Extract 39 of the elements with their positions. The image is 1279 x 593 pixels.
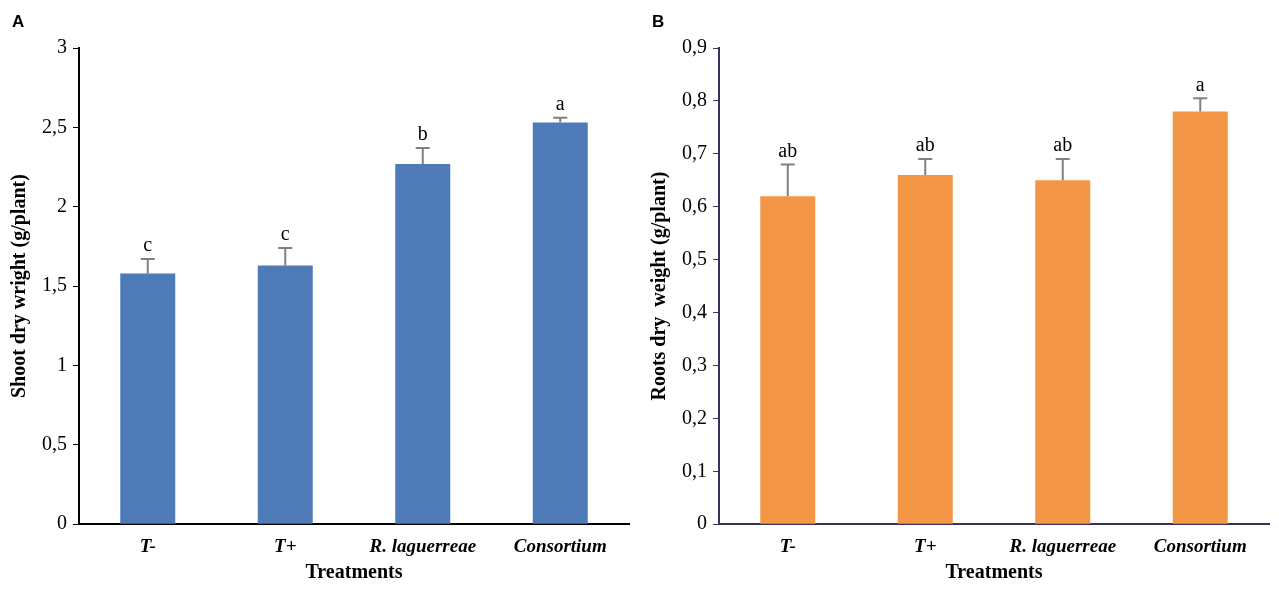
y-tick-label: 0,5 [42,432,67,455]
x-tick-label: R. laguerreae [368,534,477,556]
x-tick-label: Consortium [1153,534,1247,556]
y-tick-label: 0 [57,511,67,534]
annotation: a [1195,72,1205,95]
y-tick-label: 0,5 [682,246,707,269]
annotation: ab [915,133,935,156]
y-axis-title: Shoot dry wright (g/plant) [7,174,31,399]
y-tick-label: 0,6 [682,193,707,216]
x-tick-label: T- [139,534,156,556]
y-tick-label: 0,7 [682,141,707,164]
y-tick-label: 2,5 [42,114,67,137]
x-axis-title: Treatments [305,560,403,583]
y-tick-label: 1 [57,352,67,375]
annotation: c [143,233,153,256]
y-tick-label: 2 [57,193,67,216]
y-tick-label: 0,2 [682,405,707,428]
y-tick-label: 0,3 [682,352,707,375]
y-tick-label: 0 [697,511,707,534]
annotation: ab [778,138,798,161]
x-tick-label: T+ [914,534,937,556]
y-tick-label: 0,8 [682,88,707,111]
annotation: b [417,122,428,145]
x-tick-label: T- [779,534,796,556]
y-tick-label: 3 [57,35,67,58]
y-axis-title: Roots dry weight (g/plant) [647,171,671,401]
chart-title: B [652,12,665,32]
x-tick-label: Consortium [513,534,607,556]
y-tick-label: 0,1 [682,458,707,481]
x-axis-title: Treatments [945,560,1043,583]
x-tick-label: R. laguerreae [1008,534,1117,556]
y-tick-label: 0,9 [682,35,707,58]
annotation: c [280,222,290,245]
y-tick-label: 1,5 [42,273,67,296]
chart-title: A [12,12,25,32]
y-tick-label: 0,4 [682,299,707,322]
annotation: ab [1053,133,1073,156]
annotation: a [555,92,565,115]
x-tick-label: T+ [274,534,297,556]
